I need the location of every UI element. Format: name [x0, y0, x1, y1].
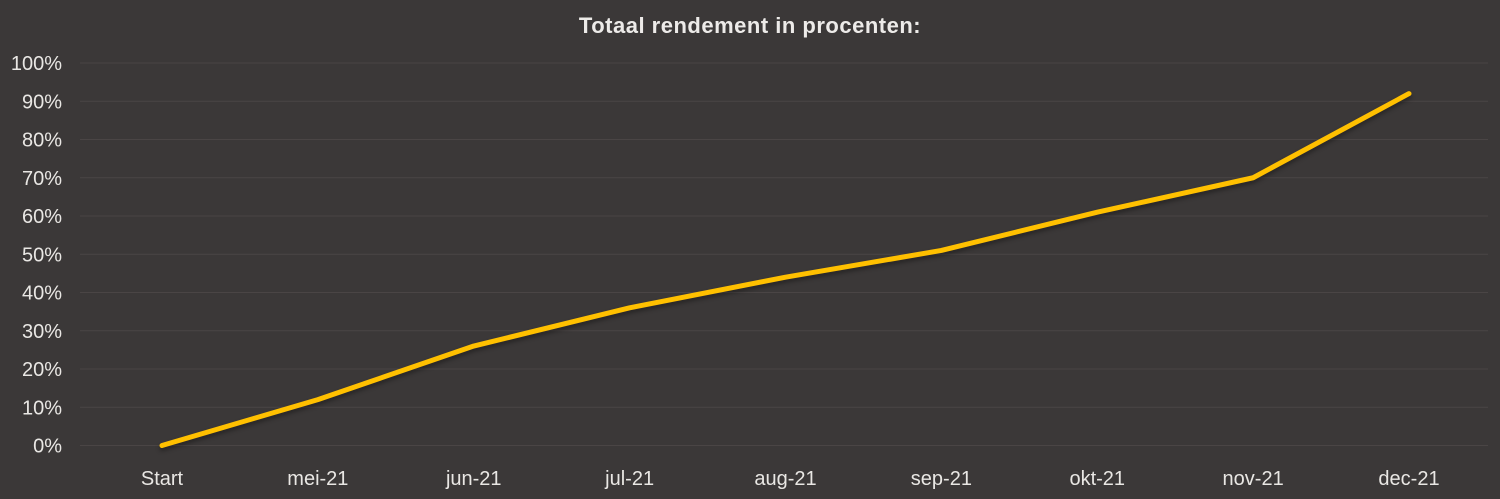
y-axis-tick-label: 50% — [22, 244, 62, 266]
y-axis-tick-label: 80% — [22, 130, 62, 152]
x-axis-tick-label: nov-21 — [1223, 468, 1284, 490]
y-axis-tick-label: 70% — [22, 168, 62, 190]
chart-title: Totaal rendement in procenten: — [578, 13, 922, 38]
x-axis-tick-label: mei-21 — [287, 468, 348, 490]
data-series-line — [159, 91, 1412, 448]
x-axis-tick-label: jul-21 — [604, 468, 654, 490]
y-axis-tick-label: 60% — [22, 206, 62, 228]
x-axis-tick-label: aug-21 — [754, 468, 816, 490]
x-axis-tick-label: Start — [141, 468, 184, 490]
y-axis-tick-label: 30% — [22, 321, 62, 343]
y-axis-tick-label: 20% — [22, 359, 62, 381]
y-axis-tick-label: 100% — [11, 53, 62, 75]
x-axis-tick-label: sep-21 — [911, 468, 972, 490]
y-axis-tick-label: 10% — [22, 397, 62, 419]
y-axis-tick-label: 0% — [33, 436, 62, 458]
x-axis-tick-label: jun-21 — [445, 468, 502, 490]
y-axis-tick-label: 90% — [22, 91, 62, 113]
y-axis-tick-label: 40% — [22, 283, 62, 305]
x-axis-tick-label: okt-21 — [1069, 468, 1125, 490]
x-axis-tick-label: dec-21 — [1378, 468, 1439, 490]
